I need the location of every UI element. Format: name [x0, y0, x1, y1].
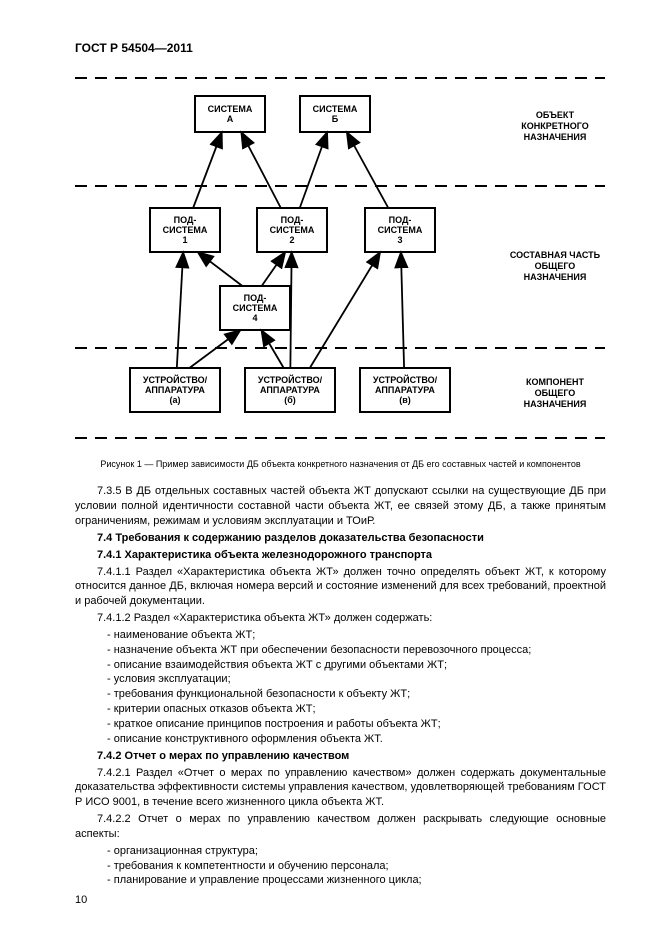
figure-caption: Рисунок 1 — Пример зависимости ДБ объект…	[75, 458, 606, 470]
heading-7-4-1: 7.4.1 Характеристика объекта железнодоро…	[75, 548, 606, 563]
heading-7-4: 7.4 Требования к содержанию разделов док…	[75, 531, 606, 546]
para-7-4-2-1: 7.4.2.1 Раздел «Отчет о мерах по управле…	[75, 766, 606, 811]
diagram-arrow	[193, 132, 222, 208]
list-item: требования функциональной безопасности к…	[107, 687, 606, 702]
diagram-figure: ОБЪЕКТКОНКРЕТНОГОНАЗНАЧЕНИЯ СОСТАВНАЯ ЧАС…	[75, 68, 606, 448]
page-number: 10	[75, 893, 87, 908]
diagram-arrow	[300, 132, 328, 208]
list-item: наименование объекта ЖТ;	[107, 628, 606, 643]
para-7-3-5: 7.3.5 В ДБ отдельных составных частей об…	[75, 484, 606, 529]
list-item: краткое описание принципов построения и …	[107, 717, 606, 732]
standard-header: ГОСТ Р 54504—2011	[75, 40, 606, 56]
list-item: условия эксплуатации;	[107, 672, 606, 687]
section-label: СОСТАВНАЯ ЧАСТЬОБЩЕГОНАЗНАЧЕНИЯ	[510, 250, 601, 282]
diagram-arrow	[198, 252, 243, 286]
para-7-4-1-2: 7.4.1.2 Раздел «Характеристика объекта Ж…	[75, 611, 606, 626]
body-text: 7.3.5 В ДБ отдельных составных частей об…	[75, 484, 606, 888]
diagram-arrow	[347, 132, 389, 208]
list-item: требования к компетентности и обучению п…	[107, 859, 606, 874]
heading-7-4-2: 7.4.2 Отчет о мерах по управлению качест…	[75, 749, 606, 764]
diagram-arrow	[241, 132, 281, 208]
list-item: описание конструктивного оформления объе…	[107, 732, 606, 747]
diagram-arrow	[310, 252, 380, 368]
diagram-arrow	[262, 252, 286, 286]
section-label: КОМПОНЕНТОБЩЕГОНАЗНАЧЕНИЯ	[524, 377, 587, 409]
list-item: организационная структура;	[107, 844, 606, 859]
section-label: ОБЪЕКТКОНКРЕТНОГОНАЗНАЧЕНИЯ	[521, 110, 588, 142]
diagram-arrow	[290, 252, 291, 368]
para-7-4-2-2: 7.4.2.2 Отчет о мерах по управлению каче…	[75, 812, 606, 842]
list-7-4-2-2: организационная структура;требования к к…	[75, 844, 606, 889]
para-7-4-1-1: 7.4.1.1 Раздел «Характеристика объекта Ж…	[75, 565, 606, 610]
diagram-arrow	[401, 252, 404, 368]
list-item: описание взаимодействия объекта ЖТ с дру…	[107, 658, 606, 673]
list-7-4-1-2: наименование объекта ЖТ;назначение объек…	[75, 628, 606, 747]
diagram-arrow	[177, 252, 183, 368]
list-item: критерии опасных отказов объекта ЖТ;	[107, 702, 606, 717]
list-item: назначение объекта ЖТ при обеспечении бе…	[107, 643, 606, 658]
list-item: планирование и управление процессами жиз…	[107, 873, 606, 888]
